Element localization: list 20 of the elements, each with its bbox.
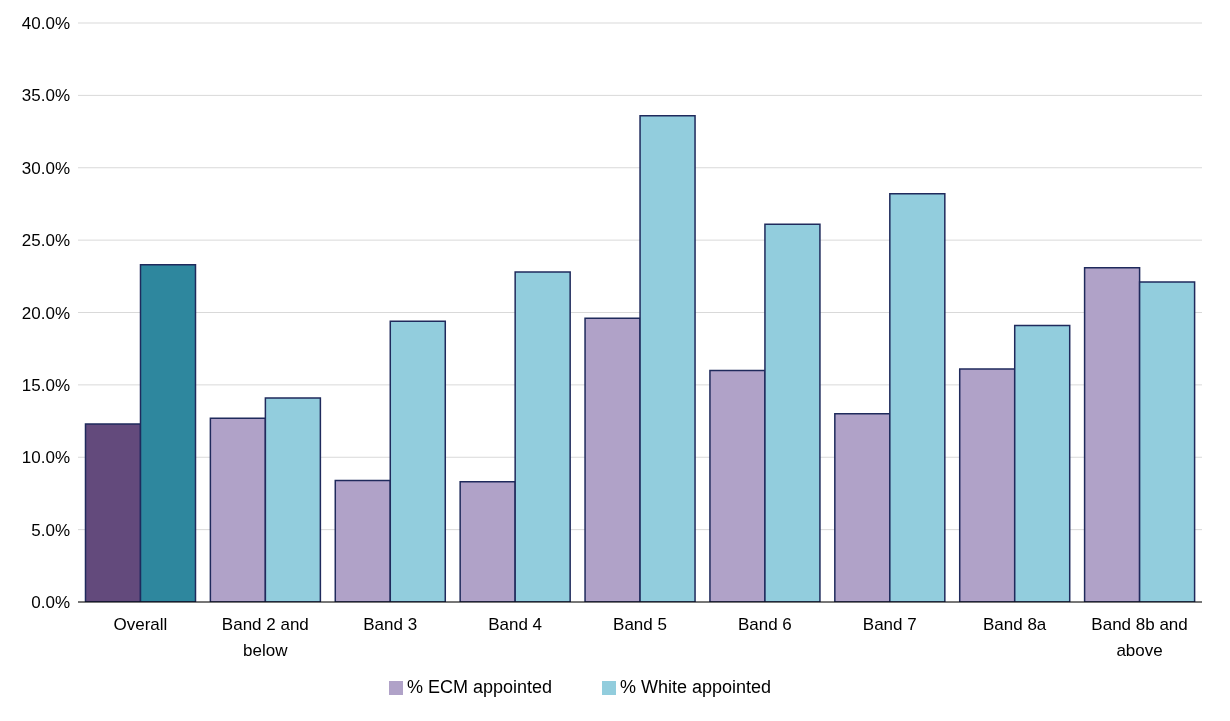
y-tick-label: 0.0%: [31, 593, 70, 613]
x-tick-label: Band 4: [488, 615, 543, 635]
y-tick-label: 20.0%: [21, 303, 70, 323]
legend-label: % ECM appointed: [406, 677, 552, 697]
y-tick-label: 35.0%: [21, 86, 70, 106]
y-tick-label: 15.0%: [21, 375, 70, 395]
x-tick-label: Overall: [113, 615, 168, 635]
y-tick-label: 30.0%: [21, 158, 70, 178]
x-tick-label: Band 8b and above: [1091, 615, 1188, 661]
x-tick-label: Band 3: [363, 615, 418, 635]
y-tick-label: 5.0%: [31, 520, 70, 540]
y-tick-label: 40.0%: [21, 14, 70, 34]
x-tick-label: Band 5: [613, 615, 667, 635]
y-tick-label: 25.0%: [21, 231, 70, 251]
y-tick-label: 10.0%: [21, 448, 70, 468]
x-tick-label: Band 7: [862, 615, 917, 635]
x-tick-label: Band 8a: [982, 615, 1047, 635]
legend-label: % White appointed: [620, 677, 772, 697]
x-tick-label: Band 6: [737, 615, 792, 635]
x-tick-label: Band 2 and below: [221, 615, 309, 661]
